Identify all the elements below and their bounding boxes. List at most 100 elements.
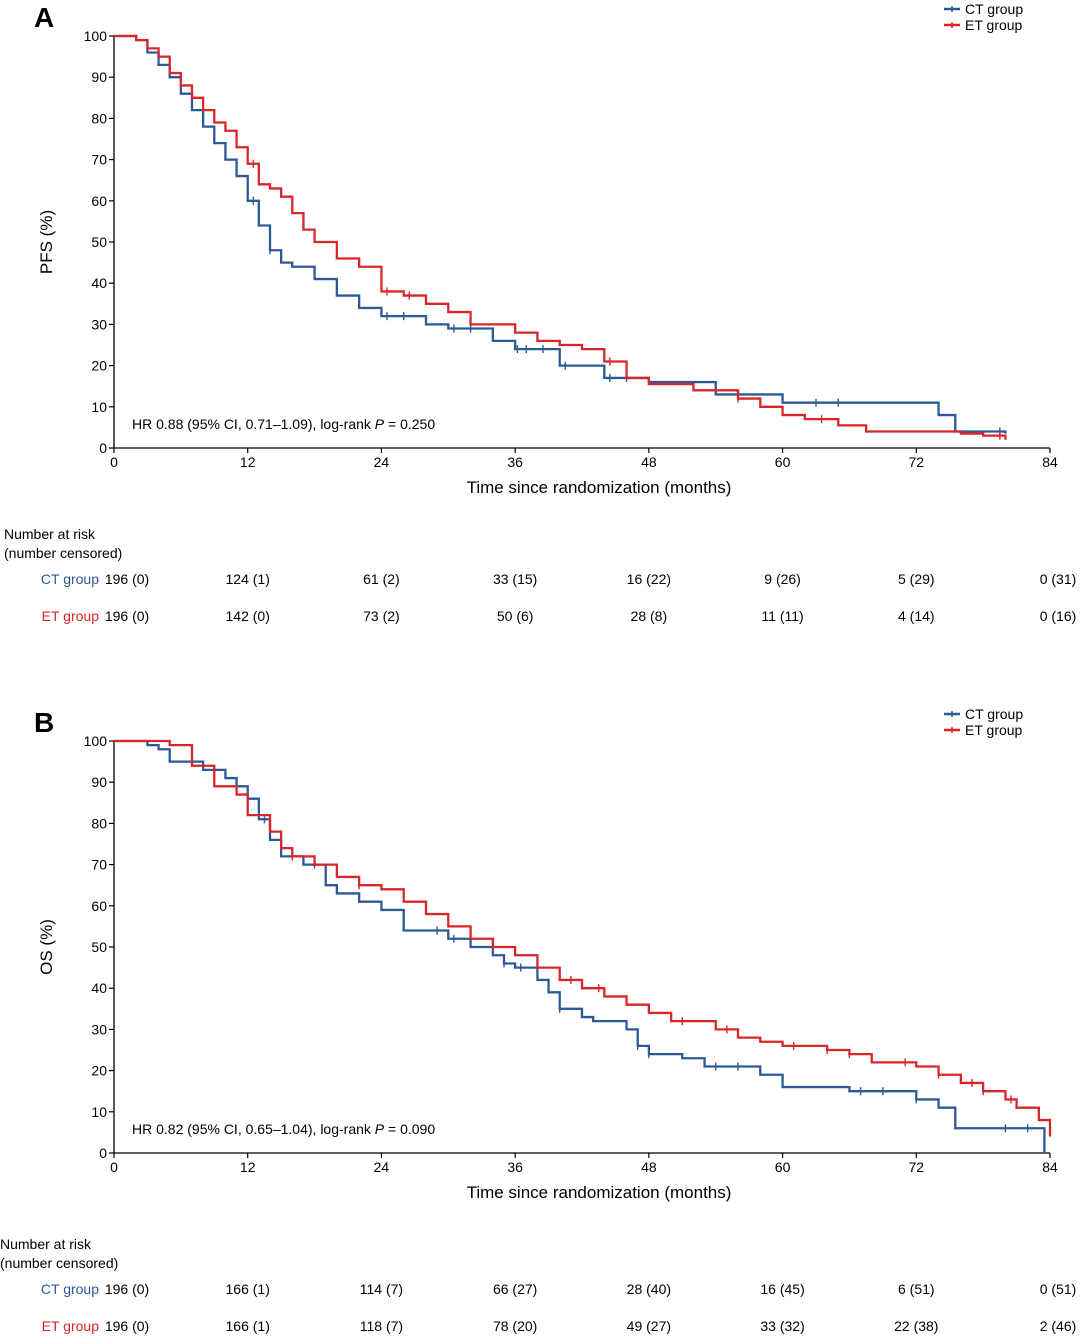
panel-letter: A bbox=[34, 2, 55, 33]
x-tick-label: 60 bbox=[775, 454, 791, 470]
risk-cell: 0 (31) bbox=[1039, 571, 1077, 587]
risk-cell: 9 (26) bbox=[764, 571, 801, 587]
ct-legend-label: CT group bbox=[965, 1, 1023, 17]
risk-row-ct: CT group 196 (0) 124 (1) 61 (2) 33 (15) 16 (2… bbox=[0, 571, 1080, 591]
y-tick-label: 50 bbox=[91, 939, 107, 955]
risk-cell: 196 (0) bbox=[104, 571, 150, 587]
x-tick-label: 24 bbox=[374, 1159, 390, 1175]
ct-survival-curve bbox=[114, 34, 1007, 434]
risk-cell: 142 (0) bbox=[225, 608, 270, 624]
hr-annotation-p: P bbox=[375, 416, 385, 432]
hr-annotation-value: = 0.250 bbox=[384, 416, 435, 432]
risk-title-line1: Number at risk bbox=[0, 1236, 92, 1252]
risk-cell: 49 (27) bbox=[626, 1318, 672, 1334]
risk-cell: 196 (0) bbox=[104, 1281, 150, 1297]
y-tick-label: 10 bbox=[91, 1104, 107, 1120]
x-tick-label: 0 bbox=[110, 454, 118, 470]
risk-cell: 66 (27) bbox=[492, 1281, 538, 1297]
y-tick-label: 100 bbox=[84, 733, 108, 749]
panel-letter: B bbox=[34, 707, 55, 738]
risk-cell: 166 (1) bbox=[225, 1281, 270, 1297]
x-tick-label: 24 bbox=[374, 454, 390, 470]
risk-title-line1: Number at risk bbox=[4, 526, 96, 542]
risk-cell: 16 (22) bbox=[626, 571, 672, 587]
y-tick-label: 50 bbox=[91, 234, 107, 250]
x-tick-label: 36 bbox=[507, 1159, 523, 1175]
risk-cell: 28 (8) bbox=[630, 608, 668, 624]
y-tick-label: 30 bbox=[91, 1021, 107, 1037]
risk-row-label: ET group bbox=[41, 1318, 99, 1334]
y-tick-label: 40 bbox=[91, 275, 107, 291]
x-tick-label: 84 bbox=[1042, 1159, 1058, 1175]
y-tick-label: 80 bbox=[91, 815, 107, 831]
risk-row-ct: CT group 196 (0) 166 (1) 114 (7) 66 (27) 28 (… bbox=[0, 1281, 1080, 1301]
y-tick-label: 40 bbox=[91, 980, 107, 996]
y-tick-label: 30 bbox=[91, 316, 107, 332]
x-tick-label: 48 bbox=[641, 454, 657, 470]
x-tick-label: 0 bbox=[110, 1159, 118, 1175]
risk-cell: 114 (7) bbox=[359, 1281, 404, 1297]
risk-cell: 118 (7) bbox=[359, 1318, 404, 1334]
y-tick-label: 100 bbox=[84, 28, 108, 44]
ct-survival-curve bbox=[114, 739, 1046, 1153]
y-tick-label: 0 bbox=[99, 440, 107, 456]
risk-title-line2: (number censored) bbox=[4, 545, 123, 561]
risk-cell: 4 (14) bbox=[897, 608, 935, 624]
et-survival-curve bbox=[114, 34, 1007, 440]
x-tick-label: 36 bbox=[507, 454, 523, 470]
x-tick-label: 72 bbox=[908, 454, 924, 470]
risk-title-line2: (number censored) bbox=[0, 1255, 119, 1271]
x-tick-label: 12 bbox=[240, 454, 256, 470]
y-axis-label: PFS (%) bbox=[37, 210, 56, 274]
et-survival-curve bbox=[114, 739, 1052, 1137]
x-axis-label: Time since randomization (months) bbox=[467, 478, 732, 497]
risk-cell: 22 (38) bbox=[894, 1318, 939, 1334]
risk-cell: 0 (51) bbox=[1039, 1281, 1077, 1297]
risk-table-title: Number at risk (number censored) bbox=[0, 1235, 118, 1273]
risk-cell: 2 (46) bbox=[1039, 1318, 1077, 1334]
et-legend-label: ET group bbox=[965, 17, 1023, 33]
hr-annotation: HR 0.88 (95% CI, 0.71–1.09), log-rank P … bbox=[132, 416, 435, 432]
y-tick-label: 0 bbox=[99, 1145, 107, 1161]
risk-cell: 16 (45) bbox=[760, 1281, 805, 1297]
risk-cell: 0 (16) bbox=[1039, 608, 1077, 624]
hr-annotation: HR 0.82 (95% CI, 0.65–1.04), log-rank P … bbox=[132, 1121, 435, 1137]
risk-cell: 61 (2) bbox=[363, 571, 400, 587]
hr-annotation-text: HR 0.82 (95% CI, 0.65–1.04), log-rank bbox=[132, 1121, 375, 1137]
risk-row-label: CT group bbox=[40, 1281, 99, 1297]
x-tick-label: 12 bbox=[240, 1159, 256, 1175]
y-tick-label: 60 bbox=[91, 898, 107, 914]
risk-cell: 33 (32) bbox=[760, 1318, 805, 1334]
risk-cell: 6 (51) bbox=[897, 1281, 935, 1297]
y-tick-label: 20 bbox=[91, 1063, 107, 1079]
risk-cell: 196 (0) bbox=[104, 608, 150, 624]
hr-annotation-text: HR 0.88 (95% CI, 0.71–1.09), log-rank bbox=[132, 416, 375, 432]
risk-cell: 11 (11) bbox=[761, 608, 804, 624]
risk-row-label: ET group bbox=[41, 608, 99, 624]
et-legend-label: ET group bbox=[965, 722, 1023, 738]
risk-cell: 33 (15) bbox=[492, 571, 538, 587]
y-tick-label: 10 bbox=[91, 399, 107, 415]
y-tick-label: 20 bbox=[91, 358, 107, 374]
risk-cell: 124 (1) bbox=[225, 571, 270, 587]
x-tick-label: 84 bbox=[1042, 454, 1058, 470]
risk-cell: 50 (6) bbox=[496, 608, 534, 624]
panel-a: A 0 10 20 30 40 50 60 70 80 90 100 0 12 24 36 48 60 72 84 T… bbox=[0, 0, 1080, 660]
risk-cell: 28 (40) bbox=[626, 1281, 672, 1297]
y-tick-label: 60 bbox=[91, 193, 107, 209]
risk-row-et: ET group 196 (0) 142 (0) 73 (2) 50 (6) 28 (8)… bbox=[0, 608, 1080, 628]
risk-cell: 73 (2) bbox=[363, 608, 400, 624]
risk-table-title: Number at risk (number censored) bbox=[4, 525, 122, 563]
risk-row-et: ET group 196 (0) 166 (1) 118 (7) 78 (20) 49 (… bbox=[0, 1318, 1080, 1338]
os-chart: 0 10 20 30 40 50 60 70 80 90 100 0 12 24 36 48 60 72 84 Tim… bbox=[37, 706, 1058, 1202]
risk-cell: 166 (1) bbox=[225, 1318, 270, 1334]
x-tick-label: 60 bbox=[775, 1159, 791, 1175]
y-axis-label: OS (%) bbox=[37, 919, 56, 975]
x-axis-label: Time since randomization (months) bbox=[467, 1183, 732, 1202]
y-tick-label: 70 bbox=[91, 152, 107, 168]
y-tick-label: 90 bbox=[91, 774, 107, 790]
panel-b: B 0 10 20 30 40 50 60 70 80 90 100 0 12 24 36 48 60 72 84 T… bbox=[0, 705, 1080, 1337]
hr-annotation-p: P bbox=[375, 1121, 385, 1137]
y-tick-label: 80 bbox=[91, 110, 107, 126]
risk-cell: 78 (20) bbox=[492, 1318, 538, 1334]
